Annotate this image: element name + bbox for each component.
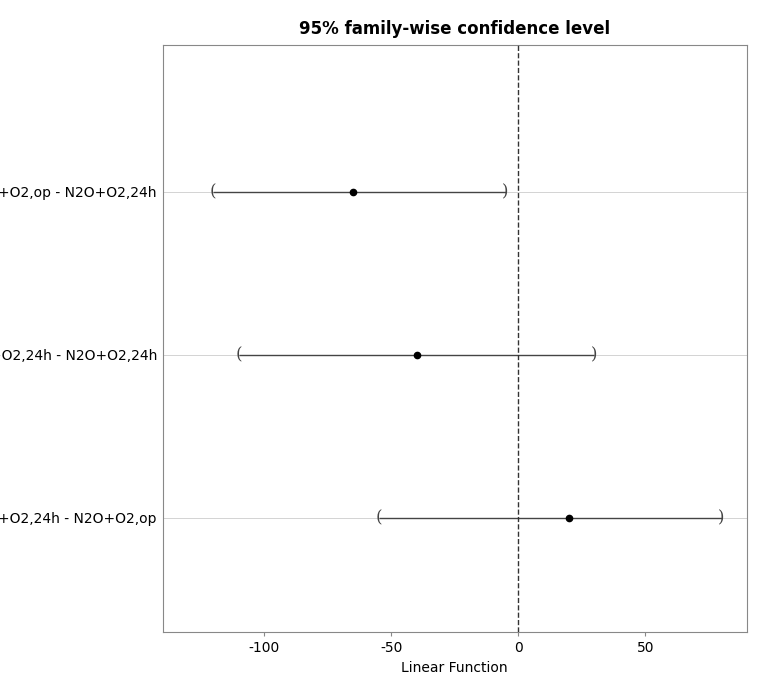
Text: (: ( xyxy=(235,346,242,364)
Text: ): ) xyxy=(502,184,509,200)
Text: (: ( xyxy=(375,509,382,526)
Text: (: ( xyxy=(210,184,217,200)
Text: ): ) xyxy=(591,346,598,364)
X-axis label: Linear Function: Linear Function xyxy=(402,661,508,675)
Text: ): ) xyxy=(718,509,724,526)
Title: 95% family-wise confidence level: 95% family-wise confidence level xyxy=(300,20,610,38)
